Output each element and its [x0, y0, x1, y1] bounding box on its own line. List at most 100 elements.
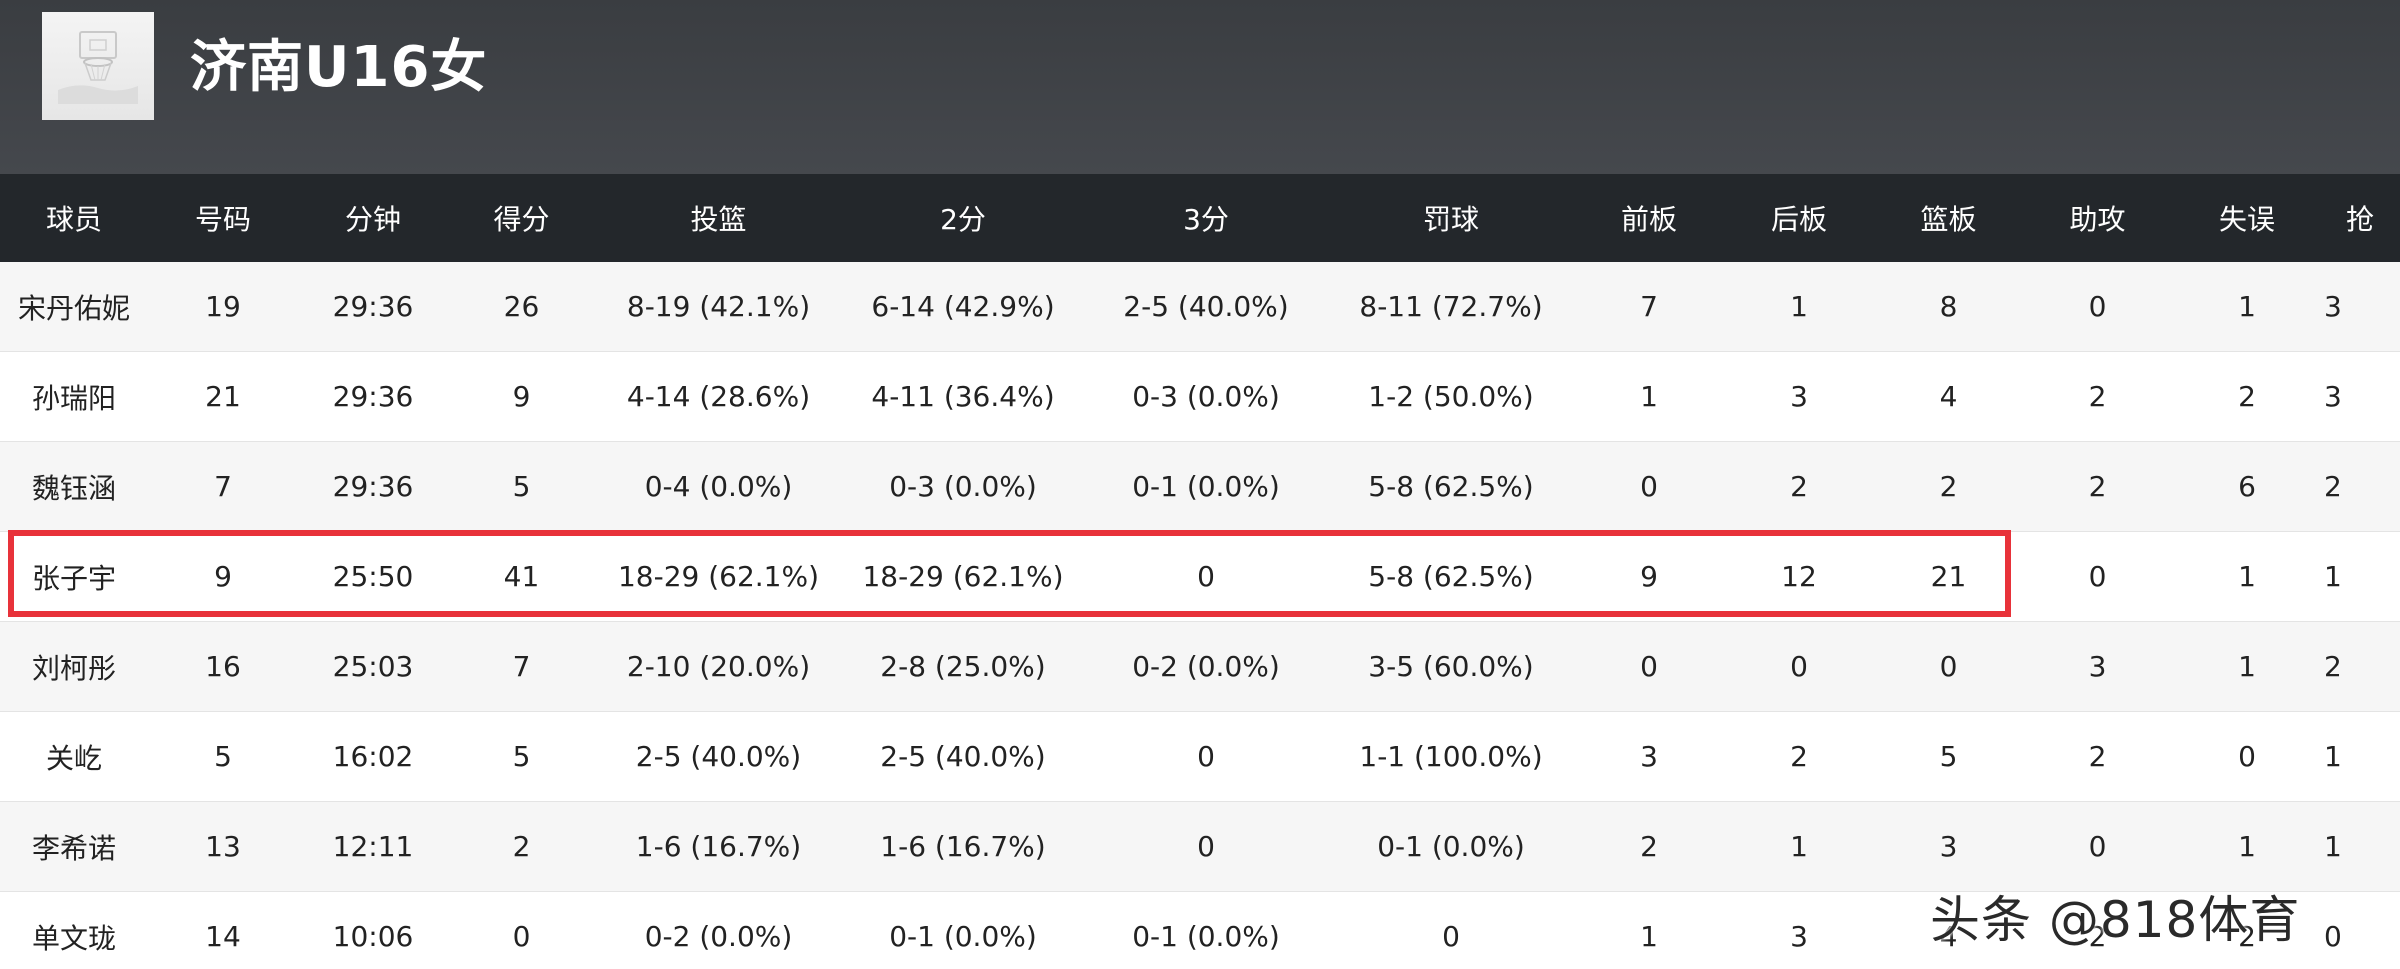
player-name-cell: 刘柯彤	[0, 621, 148, 712]
table-cell: 0	[1574, 441, 1724, 532]
table-cell: 5	[448, 711, 595, 802]
table-cell: 0	[2023, 262, 2172, 352]
player-name-cell: 关屹	[0, 711, 148, 802]
table-cell: 0	[1084, 531, 1328, 622]
column-header[interactable]: 助攻	[2023, 174, 2172, 262]
team-header: 济南U16女	[0, 0, 2400, 174]
column-header[interactable]: 球员	[0, 174, 148, 262]
table-cell: 3	[1724, 351, 1874, 442]
table-cell: 7	[1574, 262, 1724, 352]
table-row[interactable]: 李希诺 13 12:11 2 1-6 (16.7%) 1-6 (16.7%) 0…	[0, 801, 2400, 892]
player-name-cell: 孙瑞阳	[0, 351, 148, 442]
table-row-highlighted[interactable]: 张子宇 9 25:50 41 18-29 (62.1%) 18-29 (62.1…	[0, 531, 2400, 622]
table-cell: 0	[1084, 711, 1328, 802]
table-cell: 2	[448, 801, 595, 892]
column-header[interactable]: 分钟	[298, 174, 448, 262]
table-cell: 41	[448, 531, 595, 622]
table-cell: 0-1 (0.0%)	[1328, 801, 1574, 892]
column-header[interactable]: 2分	[842, 174, 1084, 262]
table-cell: 25:50	[298, 531, 448, 622]
table-cell: 7	[148, 441, 298, 532]
table-cell: 2	[2023, 711, 2172, 802]
table-cell: 0-3 (0.0%)	[842, 441, 1084, 532]
table-row[interactable]: 宋丹佑妮 19 29:36 26 8-19 (42.1%) 6-14 (42.9…	[0, 262, 2400, 352]
table-cell: 25:03	[298, 621, 448, 712]
table-cell: 0-3 (0.0%)	[1084, 351, 1328, 442]
column-header[interactable]: 失误	[2172, 174, 2322, 262]
table-cell: 9	[448, 351, 595, 442]
table-cell: 0-1 (0.0%)	[1084, 441, 1328, 532]
table-cell: 0	[2172, 711, 2322, 802]
table-cell: 0	[2023, 531, 2172, 622]
table-cell: 2	[1724, 711, 1874, 802]
table-cell: 1	[2322, 801, 2400, 892]
table-row[interactable]: 关屹 5 16:02 5 2-5 (40.0%) 2-5 (40.0%) 0 1…	[0, 711, 2400, 802]
table-cell: 7	[448, 621, 595, 712]
box-score-table-container[interactable]: 球员 号码 分钟 得分 投篮 2分 3分 罚球 前板 后板 篮板 助攻 失误 抢…	[0, 174, 2400, 969]
table-cell: 1	[2172, 801, 2322, 892]
column-header[interactable]: 得分	[448, 174, 595, 262]
table-row[interactable]: 魏钰涵 7 29:36 5 0-4 (0.0%) 0-3 (0.0%) 0-1 …	[0, 441, 2400, 532]
table-cell: 3	[2023, 621, 2172, 712]
table-cell: 2	[1874, 441, 2023, 532]
table-cell: 1	[1724, 801, 1874, 892]
player-name-cell: 魏钰涵	[0, 441, 148, 532]
table-cell: 5	[448, 441, 595, 532]
table-cell: 0	[448, 891, 595, 969]
table-cell: 2	[1724, 441, 1874, 532]
table-cell: 29:36	[298, 441, 448, 532]
table-cell: 3	[1874, 801, 2023, 892]
column-header[interactable]: 3分	[1084, 174, 1328, 262]
table-cell: 8-19 (42.1%)	[595, 262, 842, 352]
table-cell: 29:36	[298, 351, 448, 442]
column-header[interactable]: 号码	[148, 174, 298, 262]
table-cell: 1-1 (100.0%)	[1328, 711, 1574, 802]
table-cell: 0	[2322, 891, 2400, 969]
table-cell: 1-6 (16.7%)	[595, 801, 842, 892]
table-cell: 3	[1574, 711, 1724, 802]
table-cell: 9	[148, 531, 298, 622]
table-cell: 19	[148, 262, 298, 352]
team-name: 济南U16女	[190, 35, 488, 100]
table-cell: 4-14 (28.6%)	[595, 351, 842, 442]
table-cell: 1-6 (16.7%)	[842, 801, 1084, 892]
table-cell: 2	[2023, 441, 2172, 532]
player-name-cell: 宋丹佑妮	[0, 262, 148, 352]
column-header[interactable]: 篮板	[1874, 174, 2023, 262]
column-header[interactable]: 投篮	[595, 174, 842, 262]
column-header[interactable]: 罚球	[1328, 174, 1574, 262]
column-header[interactable]: 前板	[1574, 174, 1724, 262]
table-cell: 0-1 (0.0%)	[1084, 891, 1328, 969]
table-cell: 1	[2322, 531, 2400, 622]
table-cell: 0-1 (0.0%)	[842, 891, 1084, 969]
table-cell: 14	[148, 891, 298, 969]
column-header[interactable]: 后板	[1724, 174, 1874, 262]
table-cell: 16:02	[298, 711, 448, 802]
table-cell: 4	[1874, 351, 2023, 442]
player-name-cell: 单文珑	[0, 891, 148, 969]
table-cell: 18-29 (62.1%)	[595, 531, 842, 622]
table-cell: 0	[1328, 891, 1574, 969]
table-cell: 1	[2172, 262, 2322, 352]
table-cell: 2-8 (25.0%)	[842, 621, 1084, 712]
table-cell: 5-8 (62.5%)	[1328, 531, 1574, 622]
table-cell: 6-14 (42.9%)	[842, 262, 1084, 352]
table-cell: 29:36	[298, 262, 448, 352]
table-cell: 5	[1874, 711, 2023, 802]
table-cell: 21	[148, 351, 298, 442]
table-cell: 18-29 (62.1%)	[842, 531, 1084, 622]
table-cell: 1-2 (50.0%)	[1328, 351, 1574, 442]
table-row[interactable]: 刘柯彤 16 25:03 7 2-10 (20.0%) 2-8 (25.0%) …	[0, 621, 2400, 712]
table-cell: 0	[1574, 621, 1724, 712]
table-cell: 8-11 (72.7%)	[1328, 262, 1574, 352]
table-row[interactable]: 单文珑 14 10:06 0 0-2 (0.0%) 0-1 (0.0%) 0-1…	[0, 891, 2400, 969]
table-cell: 2	[2172, 891, 2322, 969]
table-cell: 0-2 (0.0%)	[1084, 621, 1328, 712]
table-cell: 2	[2322, 621, 2400, 712]
table-cell: 3	[2322, 351, 2400, 442]
table-cell: 10:06	[298, 891, 448, 969]
table-row[interactable]: 孙瑞阳 21 29:36 9 4-14 (28.6%) 4-11 (36.4%)…	[0, 351, 2400, 442]
column-header[interactable]: 抢	[2322, 174, 2400, 262]
table-cell: 5-8 (62.5%)	[1328, 441, 1574, 532]
table-cell: 5	[148, 711, 298, 802]
